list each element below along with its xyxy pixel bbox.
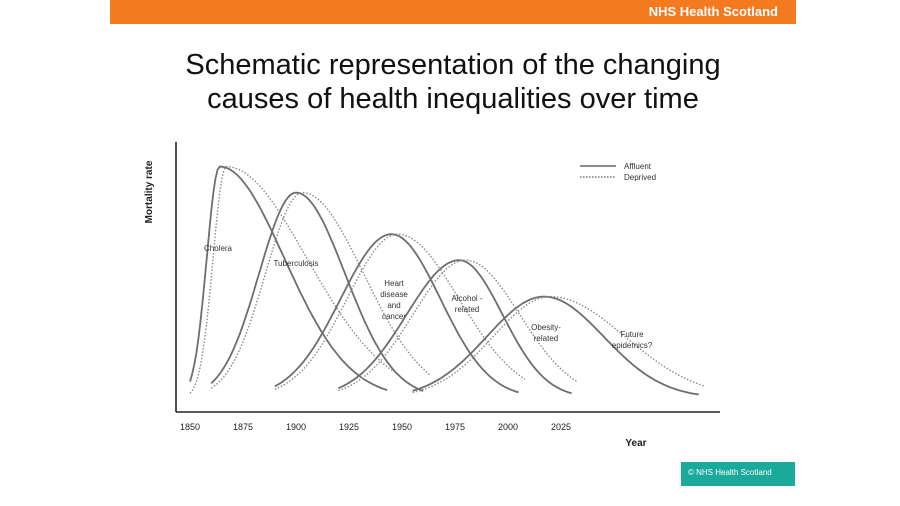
x-tick-label: 2000 xyxy=(498,422,518,432)
deprived-curve xyxy=(412,295,706,394)
deprived-curve xyxy=(274,233,526,391)
wave-label: related xyxy=(455,305,479,314)
affluent-curve xyxy=(189,165,388,391)
x-tick-label: 1975 xyxy=(445,422,465,432)
wave-label: Tuberculosis xyxy=(273,259,318,268)
annotation-future: Future xyxy=(620,330,644,339)
title-line-2: causes of health inequalities over time xyxy=(207,83,699,115)
deprived-curve xyxy=(189,165,394,394)
brand-name: NHS Health Scotland xyxy=(648,4,778,19)
x-tick-label: 1925 xyxy=(339,422,359,432)
x-tick-label: 1900 xyxy=(286,422,306,432)
x-tick-label: 2025 xyxy=(551,422,571,432)
affluent-curve xyxy=(274,233,519,394)
page-title: Schematic representation of the changing… xyxy=(110,48,796,116)
deprived-curve xyxy=(210,191,431,389)
header-bar: NHS Health Scotland xyxy=(110,0,796,24)
wave-label: Cholera xyxy=(204,244,233,253)
wave-label: Obesity- xyxy=(531,323,561,332)
x-tick-label: 1950 xyxy=(392,422,412,432)
x-tick-label: 1850 xyxy=(180,422,200,432)
legend-label-affluent: Affluent xyxy=(624,162,652,171)
x-axis-label: Year xyxy=(625,438,646,449)
y-axis-label: Mortality rate xyxy=(144,160,155,223)
footer-badge: © NHS Health Scotland xyxy=(681,462,795,486)
annotation-future: epidemics? xyxy=(612,341,653,350)
deprived-curve xyxy=(338,259,579,392)
copyright-text: © NHS Health Scotland xyxy=(688,468,772,477)
wave-label: and xyxy=(387,301,400,310)
wave-label: Alcohol - xyxy=(451,294,482,303)
wave-label: Heart xyxy=(384,279,404,288)
legend-label-deprived: Deprived xyxy=(624,173,656,182)
wave-label: disease xyxy=(380,290,408,299)
affluent-curve xyxy=(338,259,572,395)
affluent-curve xyxy=(412,295,699,396)
wave-label: cancer xyxy=(382,312,406,321)
wave-label: related xyxy=(534,334,558,343)
affluent-curve xyxy=(210,191,424,392)
title-line-1: Schematic representation of the changing xyxy=(185,49,721,81)
x-tick-label: 1875 xyxy=(233,422,253,432)
